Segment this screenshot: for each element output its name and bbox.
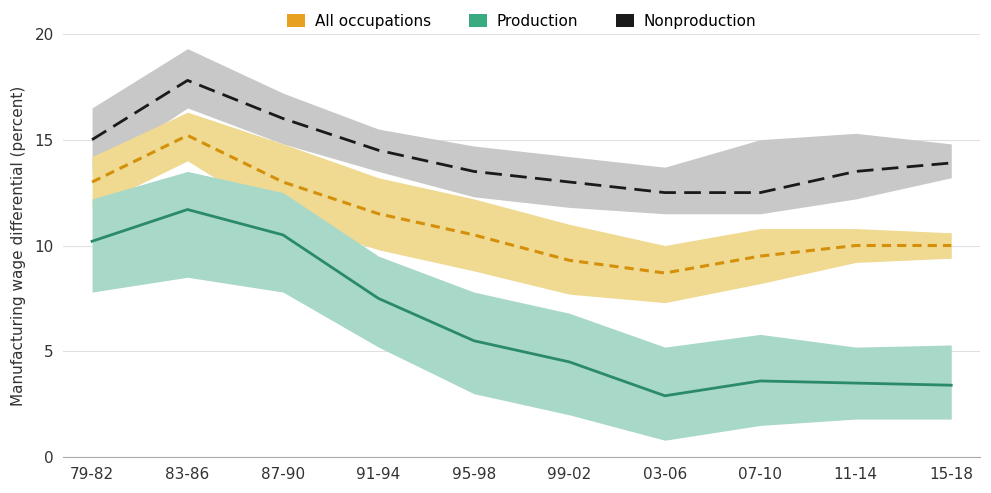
- Y-axis label: Manufacturing wage differential (percent): Manufacturing wage differential (percent…: [11, 85, 26, 406]
- Legend: All occupations, Production, Nonproduction: All occupations, Production, Nonproducti…: [281, 7, 762, 35]
